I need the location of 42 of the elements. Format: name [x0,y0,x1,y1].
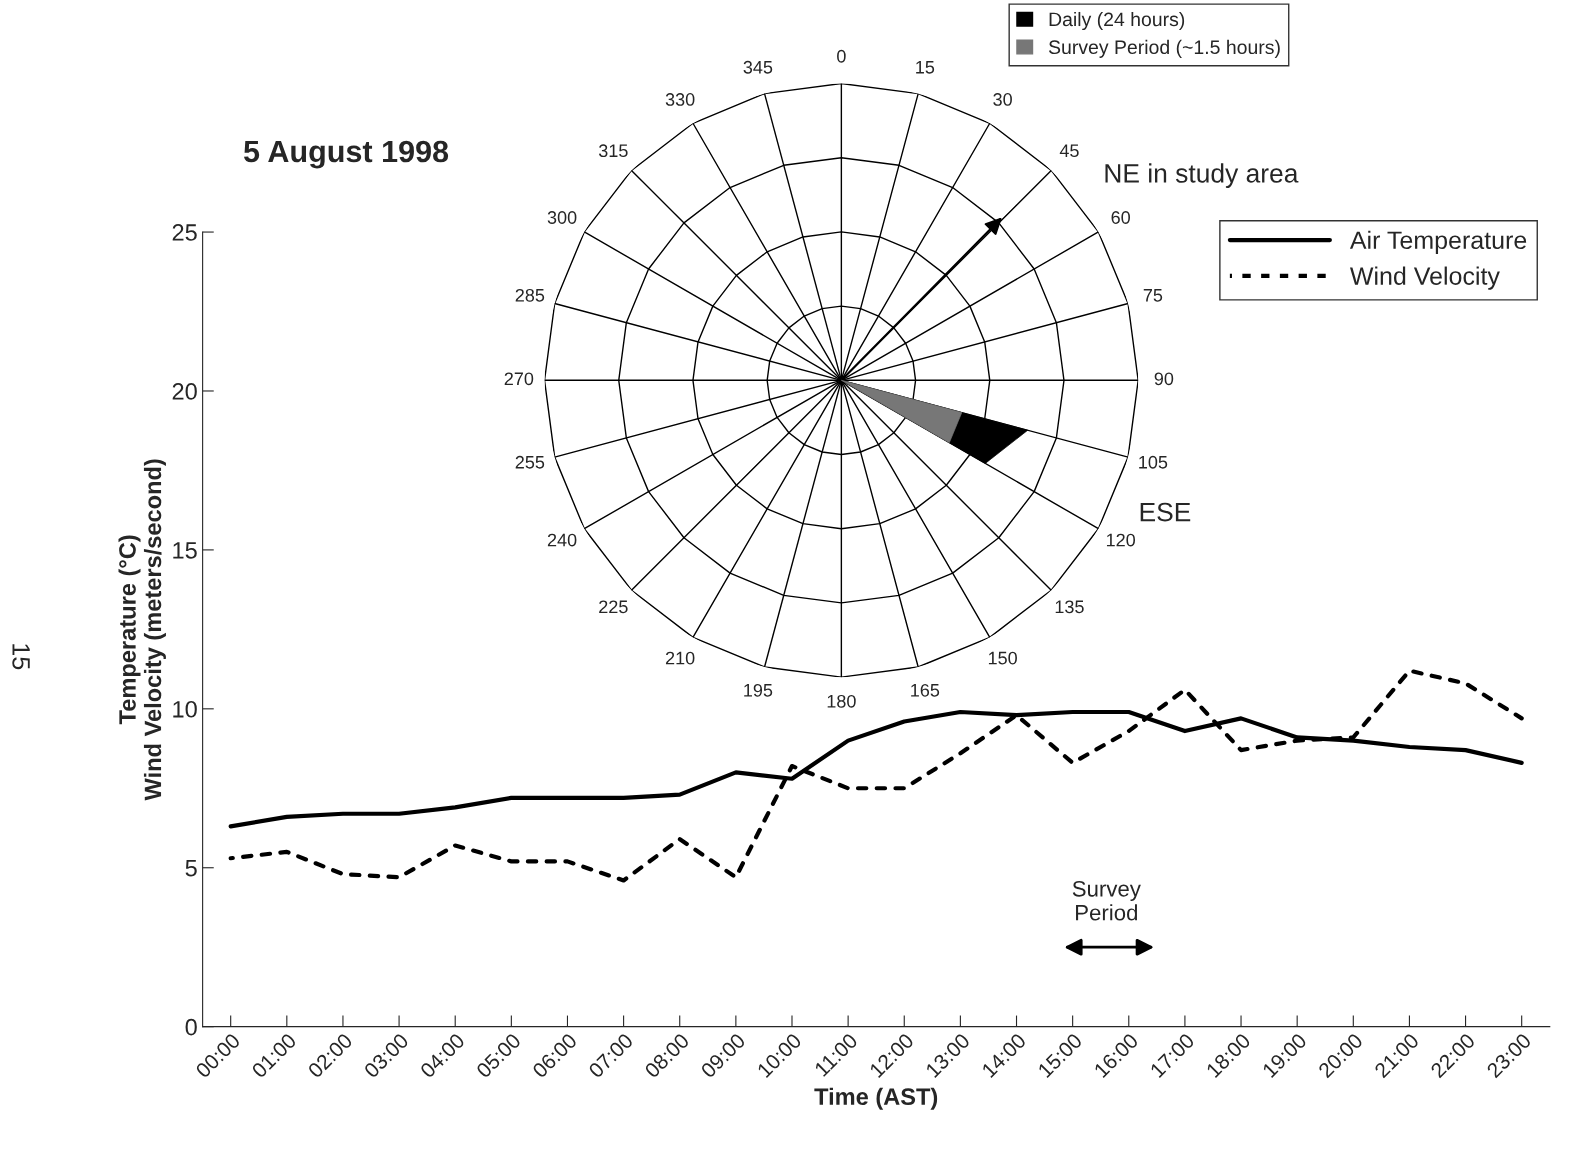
spoke-label: 120 [1106,533,1136,547]
text: 15 [12,644,30,670]
spoke-label: 300 [547,211,577,224]
spoke-label: 150 [988,651,1017,665]
y-tick-label: 10 [173,700,197,718]
annotation: ESE [1140,502,1191,522]
spoke-label: 165 [911,683,940,697]
legend-label: Daily (24 hours) [1049,11,1185,31]
text: NE in study area [1105,163,1299,188]
spoke-label: 240 [547,533,577,547]
spoke-label: 45 [1059,144,1079,158]
spoke-label: 225 [599,600,628,614]
legend-label: Wind Velocity [1349,266,1500,290]
spoke-label: 330 [665,93,695,106]
y-tick-label: 25 [172,224,197,241]
legend-label: Survey Period (~1.5 hours) [1048,39,1280,58]
spoke-label: 270 [504,372,534,386]
y-axis-title: Temperature (°C) Wind Velocity (meters/second) [118,459,166,801]
y-tick-label: 15 [173,542,197,559]
spoke-label: 30 [993,93,1012,106]
spoke-label: 75 [1143,289,1163,302]
annotation: Survey Period [1072,880,1141,921]
spoke-label: 180 [827,694,856,708]
spoke-label: 285 [515,288,545,302]
chart-title: 5 August 1998 [243,140,449,169]
spoke-label: 210 [665,651,695,665]
y-tick-label: 5 [185,860,197,877]
spoke-label: 135 [1055,600,1084,614]
spoke-label: 60 [1111,211,1130,224]
y-tick-label: 0 [185,1018,197,1036]
spoke-label: 195 [744,683,773,697]
y-tick-label: 20 [172,383,197,400]
legend-label: Air Temperature [1349,230,1527,255]
spoke-label: 90 [1154,372,1174,386]
spoke-label: 255 [515,455,545,469]
spoke-label: 15 [916,61,935,74]
spoke-label: 315 [598,144,628,158]
x-axis-title: Time (AST) [814,1087,938,1110]
spoke-label: 105 [1139,455,1168,469]
spoke-label: 345 [743,60,773,74]
spoke-label: 0 [837,49,846,63]
line-series [228,668,1524,883]
